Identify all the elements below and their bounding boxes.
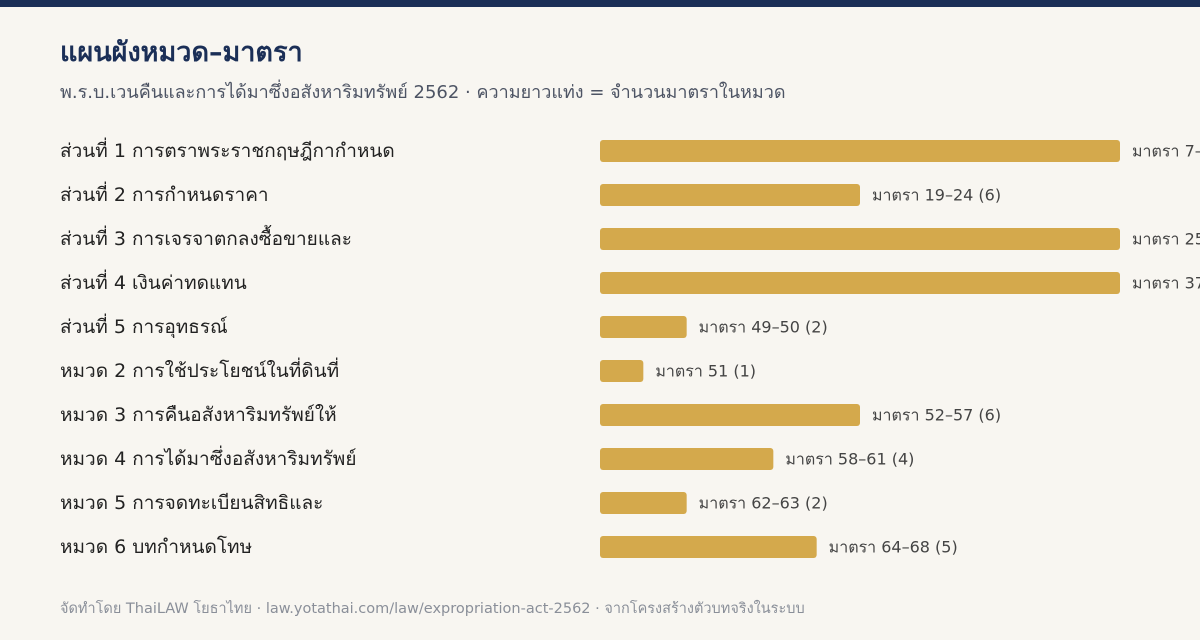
category-label: ส่วนที่ 1 การตราพระราชกฤษฎีกากำหนด (60, 137, 395, 162)
data-label: มาตรา 7–18 (12) (1132, 142, 1200, 161)
bar (600, 404, 860, 426)
category-label: หมวด 4 การได้มาซึ่งอสังหาริมทรัพย์ (60, 445, 356, 470)
category-label: ส่วนที่ 3 การเจรจาตกลงซื้อขายและ (60, 225, 352, 250)
bar (600, 140, 1120, 162)
chart-title: แผนผังหมวด–มาตรา (60, 37, 303, 68)
data-label: มาตรา 64–68 (5) (829, 538, 958, 557)
category-label: ส่วนที่ 5 การอุทธรณ์ (60, 313, 228, 339)
data-label: มาตรา 25–36 (12) (1132, 230, 1200, 249)
category-label: ส่วนที่ 4 เงินค่าทดแทน (60, 269, 247, 294)
data-label: มาตรา 49–50 (2) (699, 318, 828, 337)
footer-credit: จัดทำโดย ThaiLAW โยธาไทย · law.yotathai.… (60, 601, 805, 617)
data-label: มาตรา 51 (1) (655, 362, 756, 381)
data-label: มาตรา 58–61 (4) (785, 450, 914, 469)
category-label: หมวด 3 การคืนอสังหาริมทรัพย์ให้ (60, 404, 337, 426)
chart-subtitle: พ.ร.บ.เวนคืนและการได้มาซึ่งอสังหาริมทรัพ… (60, 82, 786, 103)
category-label: หมวด 6 บทกำหนดโทษ (60, 535, 252, 558)
bar (600, 228, 1120, 250)
bar (600, 184, 860, 206)
bar (600, 272, 1120, 294)
category-label: หมวด 2 การใช้ประโยชน์ในที่ดินที่ (60, 357, 339, 382)
bar (600, 492, 687, 514)
bar (600, 316, 687, 338)
category-label: ส่วนที่ 2 การกำหนดราคา (60, 181, 269, 206)
data-label: มาตรา 62–63 (2) (699, 494, 828, 513)
bar (600, 536, 817, 558)
data-label: มาตรา 19–24 (6) (872, 186, 1001, 205)
data-label: มาตรา 37–48 (12) (1132, 274, 1200, 293)
data-label: มาตรา 52–57 (6) (872, 406, 1001, 425)
category-label: หมวด 5 การจดทะเบียนสิทธิและ (60, 492, 323, 514)
bar (600, 360, 644, 382)
bar (600, 448, 774, 470)
header-strip (0, 0, 1200, 7)
